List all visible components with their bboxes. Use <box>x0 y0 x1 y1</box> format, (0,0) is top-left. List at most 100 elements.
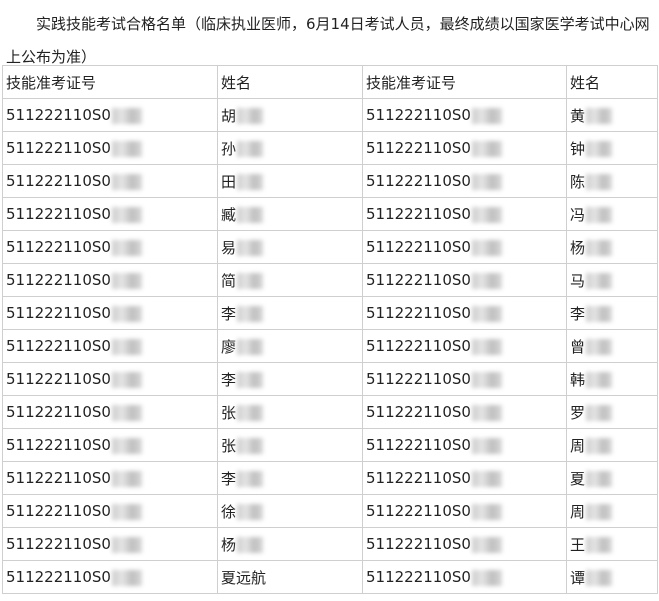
cell: 511222110S0 <box>2 296 218 330</box>
cell: 李 <box>217 296 363 330</box>
cell: 511222110S0 <box>362 461 567 495</box>
cell-text: 杨 <box>221 535 237 554</box>
data-row: 511222110S0 张 511222110S0 周 <box>2 428 658 462</box>
data-row: 511222110S0 田 511222110S0 陈 <box>2 164 658 198</box>
cell-text: 511222110S0 <box>366 205 471 223</box>
redaction <box>111 239 142 256</box>
cell: 杨 <box>217 527 363 561</box>
cell-text: 陈 <box>570 172 586 191</box>
cell-text: 511222110S0 <box>366 106 471 124</box>
redaction <box>111 536 142 553</box>
cell-text: 黄 <box>570 106 586 125</box>
cell-text: 511222110S0 <box>366 172 471 190</box>
cell-text: 511222110S0 <box>6 370 111 388</box>
redaction <box>471 206 502 223</box>
cell: 罗 <box>566 395 658 429</box>
cell: 徐 <box>217 494 363 528</box>
cell: 511222110S0 <box>362 362 567 396</box>
cell-text: 511222110S0 <box>6 436 111 454</box>
cell-text: 田 <box>221 172 237 191</box>
cell: 511222110S0 <box>362 98 567 132</box>
cell: 胡 <box>217 98 363 132</box>
redaction <box>471 173 502 190</box>
redaction <box>237 339 264 355</box>
cell: 谭 <box>566 560 658 594</box>
cell: 简 <box>217 263 363 297</box>
cell: 夏 <box>566 461 658 495</box>
cell: 夏远航 <box>217 560 363 594</box>
cell: 511222110S0 <box>2 395 218 429</box>
redaction <box>586 471 613 487</box>
cell: 511222110S0 <box>362 263 567 297</box>
redaction <box>111 404 142 421</box>
cell-text: 511222110S0 <box>6 304 111 322</box>
cell: 李 <box>217 362 363 396</box>
redaction <box>237 471 264 487</box>
cell-text: 511222110S0 <box>366 271 471 289</box>
cell: 511222110S0 <box>2 362 218 396</box>
cell: 臧 <box>217 197 363 231</box>
cell-text: 杨 <box>570 238 586 257</box>
redaction <box>237 405 264 421</box>
data-row: 511222110S0 杨 511222110S0 王 <box>2 527 658 561</box>
cell-text: 511222110S0 <box>366 535 471 553</box>
cell-text: 511222110S0 <box>6 139 111 157</box>
cell-text: 李 <box>221 370 237 389</box>
cell-text: 姓名 <box>221 73 252 92</box>
cell: 511222110S0 <box>2 263 218 297</box>
cell: 廖 <box>217 329 363 363</box>
redaction <box>111 305 142 322</box>
cell-text: 李 <box>221 304 237 323</box>
redaction <box>111 338 142 355</box>
cell-text: 511222110S0 <box>366 238 471 256</box>
cell: 钟 <box>566 131 658 165</box>
cell-text: 马 <box>570 271 586 290</box>
redaction <box>471 404 502 421</box>
cell: 周 <box>566 428 658 462</box>
cell-text: 511222110S0 <box>6 568 111 586</box>
cell-text: 韩 <box>570 370 586 389</box>
cell-text: 胡 <box>221 106 237 125</box>
data-row: 511222110S0 李 511222110S0 李 <box>2 296 658 330</box>
cell-text: 511222110S0 <box>366 568 471 586</box>
intro: 实践技能考试合格名单（临床执业医师，6月14日考试人员，最终成绩以国家医学考试中… <box>6 15 650 66</box>
cell-text: 周 <box>570 436 586 455</box>
cell-text: 511222110S0 <box>366 436 471 454</box>
cell-text: 谭 <box>570 568 586 587</box>
cell: 张 <box>217 428 363 462</box>
cell: 冯 <box>566 197 658 231</box>
cell: 511222110S0 <box>362 230 567 264</box>
cell-text: 511222110S0 <box>6 106 111 124</box>
cell: 田 <box>217 164 363 198</box>
redaction <box>586 438 613 454</box>
data-row: 511222110S0 孙 511222110S0 钟 <box>2 131 658 165</box>
cell-text: 511222110S0 <box>366 502 471 520</box>
cell-text: 孙 <box>221 139 237 158</box>
cell-text: 廖 <box>221 337 237 356</box>
redaction <box>586 372 613 388</box>
cell-text: 511222110S0 <box>6 469 111 487</box>
redaction <box>471 536 502 553</box>
cell-text: 王 <box>570 535 586 554</box>
data-row: 511222110S0 廖 511222110S0 曾 <box>2 329 658 363</box>
cell: 曾 <box>566 329 658 363</box>
redaction <box>237 372 264 388</box>
cell-text: 511222110S0 <box>366 139 471 157</box>
cell: 姓名 <box>217 65 363 99</box>
cell: 511222110S0 <box>2 197 218 231</box>
cell: 马 <box>566 263 658 297</box>
cell: 511222110S0 <box>362 527 567 561</box>
cell-text: 简 <box>221 271 237 290</box>
cell: 李 <box>217 461 363 495</box>
cell-text: 徐 <box>221 502 237 521</box>
redaction <box>237 108 264 124</box>
redaction <box>111 272 142 289</box>
cell: 511222110S0 <box>2 560 218 594</box>
redaction <box>111 371 142 388</box>
redaction <box>586 273 613 289</box>
data-row: 511222110S0 臧 511222110S0 冯 <box>2 197 658 231</box>
cell-text: 周 <box>570 502 586 521</box>
cell-text: 易 <box>221 238 237 257</box>
data-row: 511222110S0 李 511222110S0 夏 <box>2 461 658 495</box>
